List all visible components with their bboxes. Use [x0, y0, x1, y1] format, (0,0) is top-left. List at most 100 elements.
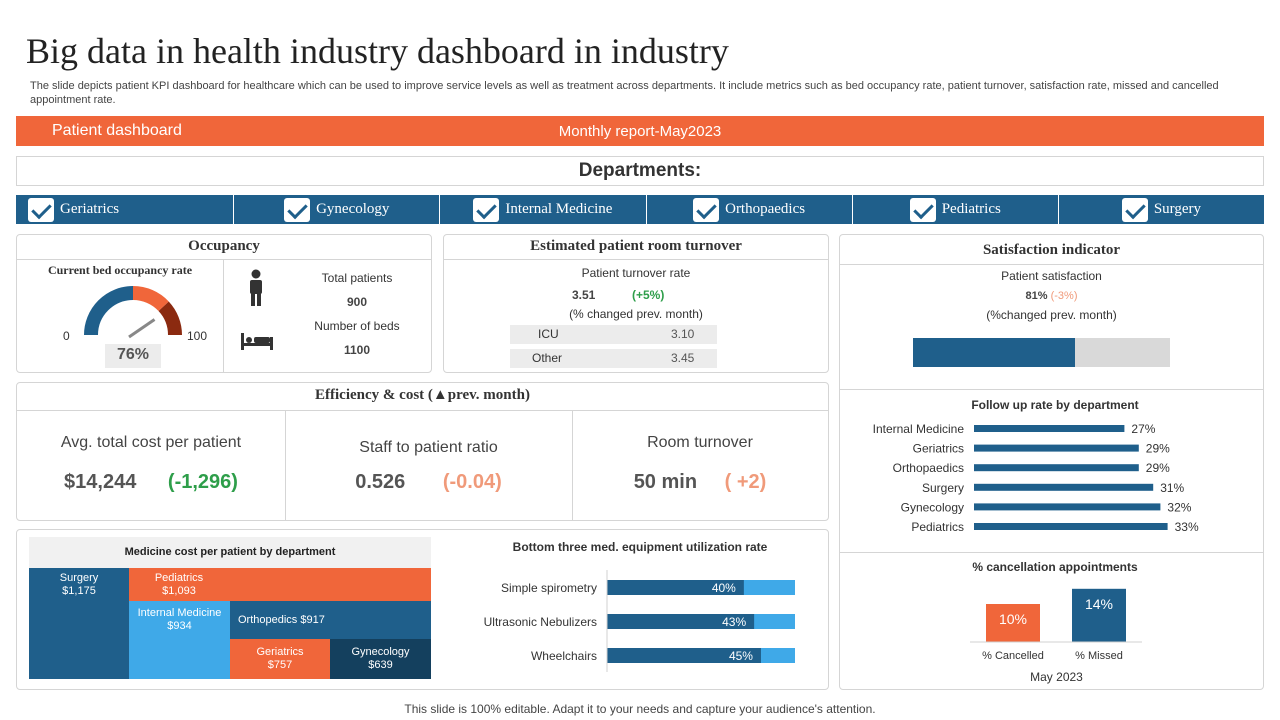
cancellation-bar-label: 10% [999, 611, 1027, 627]
treemap-cell-orthopedics: Orthopedics $917 [230, 601, 431, 639]
cancellation-bar [986, 604, 1040, 642]
checkbox-checked-icon[interactable] [693, 197, 720, 222]
satisfaction-title: Satisfaction indicator [982, 242, 1121, 258]
followup-category-label: Pediatrics [911, 520, 964, 534]
metric-value: $14,244 [64, 471, 137, 493]
total-patients-label: Total patients [321, 271, 393, 285]
treemap-cell-geriatrics: Geriatrics $757 [230, 639, 330, 679]
dept-filter-label: Pediatrics [941, 201, 1001, 217]
treemap-cell-name: Surgery [59, 572, 99, 584]
followup-bar [974, 464, 1139, 472]
gauge-track [84, 286, 134, 336]
util-category-label: Ultrasonic Nebulizers [484, 615, 597, 629]
cancellation-bar-label: 14% [1085, 596, 1113, 612]
metric-change: (-0.04) [442, 471, 502, 493]
satisfaction-note: (%changed prev. month) [986, 308, 1117, 322]
turnover-card: Estimated patient room turnover Patient … [443, 234, 829, 373]
followup-bar-label: 33% [1175, 520, 1199, 534]
followup-bar-label: 32% [1167, 500, 1191, 514]
followup-chart: Internal Medicine 27% Geriatrics 29% Orthopa… [873, 422, 1199, 534]
satisfaction-column: Satisfaction indicator Patient satisfact… [839, 234, 1264, 690]
followup-bar-label: 27% [1131, 422, 1155, 436]
followup-category-label: Orthopaedics [893, 461, 964, 475]
treemap: Surgery $1,175 Pediatrics $1,093 Interna… [29, 568, 431, 679]
occupancy-title: Occupancy [188, 238, 260, 254]
gauge-min-label: 0 [63, 329, 70, 343]
treemap-cell-gynecology: Gynecology $639 [330, 639, 431, 679]
metric-staff-ratio: 0.526 (-0.04) [285, 471, 572, 494]
utilization-chart-title: Bottom three med. equipment utilization … [512, 540, 768, 554]
treemap-cell-value: $1,093 [162, 585, 196, 597]
occupancy-gauge [84, 286, 182, 339]
treemap-cell-name: Geriatrics [256, 646, 304, 658]
turnover-rate-value: 3.51 [572, 288, 596, 302]
followup-bar [974, 503, 1161, 511]
treemap-cell-value: $1,175 [62, 585, 96, 597]
footer-note: This slide is 100% editable. Adapt it to… [404, 702, 876, 716]
satisfaction-label: Patient satisfaction [1001, 269, 1102, 283]
dept-filter-label: Internal Medicine [505, 201, 613, 217]
turnover-row-icu: ICU 3.10 [510, 325, 717, 344]
dept-filter-geriatrics[interactable]: Geriatrics [16, 195, 233, 224]
department-filter-bar: Geriatrics Gynecology Internal Medicine … [16, 195, 1264, 224]
bed-icon [241, 333, 273, 350]
total-patients-value: 900 [346, 295, 368, 309]
util-bar-label: 43% [722, 615, 746, 629]
cancellation-chart-title: % cancellation appointments [972, 560, 1138, 574]
dept-filter-pediatrics[interactable]: Pediatrics [851, 195, 1058, 224]
cancellation-bar [1072, 588, 1126, 642]
followup-category-label: Geriatrics [913, 442, 964, 456]
utilization-chart: Simple spirometry 40% Ultrasonic Nebulizer… [484, 570, 795, 672]
followup-category-label: Gynecology [901, 500, 964, 514]
person-icon [250, 269, 262, 306]
dept-filter-orthopaedics[interactable]: Orthopaedics [645, 195, 852, 224]
checkbox-checked-icon[interactable] [909, 197, 936, 222]
turnover-row-label: ICU [538, 327, 559, 341]
util-category-label: Simple spirometry [501, 581, 597, 595]
turnover-rate-label: Patient turnover rate [581, 266, 691, 280]
turnover-row-value: 3.45 [671, 351, 695, 365]
metric-room-turnover: 50 min ( +2) [572, 471, 828, 494]
followup-bar [974, 444, 1139, 452]
util-bar-label: 40% [712, 581, 736, 595]
satisfaction-value-row: 81% (-3%) [840, 290, 1263, 302]
checkbox-checked-icon[interactable] [1121, 197, 1148, 222]
satisfaction-change: (-3%) [1050, 290, 1078, 302]
cancellation-category-label: % Missed [1075, 650, 1123, 662]
efficiency-card: Efficiency & cost (▲prev. month) Avg. to… [16, 382, 829, 521]
banner-left-label: Patient dashboard [52, 122, 182, 139]
treemap-cell-name: Orthopedics [238, 614, 298, 626]
report-banner: Patient dashboard Monthly report-May2023 [16, 116, 1264, 146]
page-description: The slide depicts patient KPI dashboard … [30, 80, 1219, 106]
gauge-needle [128, 318, 156, 339]
turnover-rate-change: (+5%) [632, 288, 665, 302]
util-category-label: Wheelchairs [531, 649, 597, 663]
banner-center-label: Monthly report-May2023 [558, 123, 722, 140]
util-bar [607, 580, 744, 595]
cancellation-category-label: % Cancelled [982, 650, 1044, 662]
followup-category-label: Internal Medicine [873, 422, 965, 436]
checkbox-checked-icon[interactable] [284, 197, 311, 222]
checkbox-checked-icon[interactable] [473, 197, 500, 222]
treemap-cell-value: $639 [368, 659, 393, 671]
medicine-equipment-card: Medicine cost per patient by department … [16, 529, 829, 690]
dept-filter-surgery[interactable]: Surgery [1057, 195, 1264, 224]
metric-change: ( +2) [724, 471, 767, 493]
dept-filter-label: Gynecology [316, 201, 390, 217]
util-bar-label: 45% [729, 649, 753, 663]
checkbox-checked-icon[interactable] [28, 197, 54, 222]
dept-filter-label: Geriatrics [60, 201, 120, 217]
treemap-cell-name: Gynecology [351, 646, 410, 658]
treemap-cell-value: $917 [300, 614, 325, 626]
dept-filter-gynecology[interactable]: Gynecology [233, 195, 439, 224]
beds-label: Number of beds [314, 319, 400, 333]
treemap-title: Medicine cost per patient by department [29, 537, 431, 568]
metric-label: Avg. total cost per patient [60, 434, 242, 451]
metric-avg-cost: $14,244 (-1,296) [17, 471, 285, 494]
treemap-cell-surgery: Surgery $1,175 [29, 568, 129, 679]
cancellation-chart: 10% % Cancelled 14% % Missed [970, 588, 1142, 662]
followup-category-label: Surgery [922, 481, 964, 495]
turnover-change-note: (% changed prev. month) [569, 307, 703, 321]
dept-filter-internal-medicine[interactable]: Internal Medicine [439, 195, 645, 224]
followup-bar-label: 31% [1160, 481, 1184, 495]
